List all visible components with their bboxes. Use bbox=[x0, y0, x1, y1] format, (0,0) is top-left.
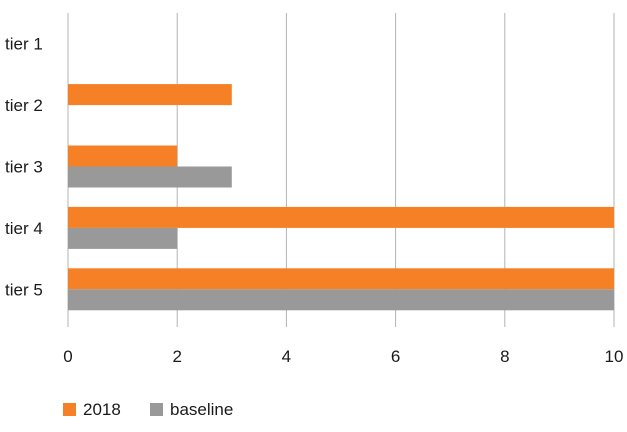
x-tick-label: 0 bbox=[63, 347, 72, 366]
bar-baseline-tier-3 bbox=[68, 166, 232, 188]
bar-2018-tier-5 bbox=[68, 268, 614, 290]
category-label: tier 5 bbox=[5, 280, 43, 299]
category-label: tier 2 bbox=[5, 96, 43, 115]
bar-2018-tier-4 bbox=[68, 206, 614, 228]
legend-label: baseline bbox=[170, 400, 233, 419]
category-labels: tier 1 tier 2 tier 3 tier 4 tier 5 bbox=[5, 35, 43, 300]
bar-baseline-tier-5 bbox=[68, 289, 614, 311]
x-tick-label: 8 bbox=[500, 347, 509, 366]
category-label: tier 4 bbox=[5, 219, 43, 238]
x-tick-label: 10 bbox=[605, 347, 624, 366]
x-tick-label: 2 bbox=[172, 347, 181, 366]
legend-swatch bbox=[63, 403, 76, 416]
bar-baseline-tier-4 bbox=[68, 227, 178, 249]
bar-2018-tier-2 bbox=[68, 84, 232, 106]
legend: 2018 baseline bbox=[63, 400, 233, 419]
legend-swatch bbox=[150, 403, 163, 416]
category-label: tier 1 bbox=[5, 35, 43, 54]
x-tick-label: 4 bbox=[282, 347, 291, 366]
category-label: tier 3 bbox=[5, 158, 43, 177]
bars bbox=[68, 84, 614, 311]
x-tick-label: 6 bbox=[391, 347, 400, 366]
legend-label: 2018 bbox=[83, 400, 121, 419]
bar-2018-tier-3 bbox=[68, 145, 178, 167]
x-tick-labels: 0 2 4 6 8 10 bbox=[63, 347, 623, 366]
